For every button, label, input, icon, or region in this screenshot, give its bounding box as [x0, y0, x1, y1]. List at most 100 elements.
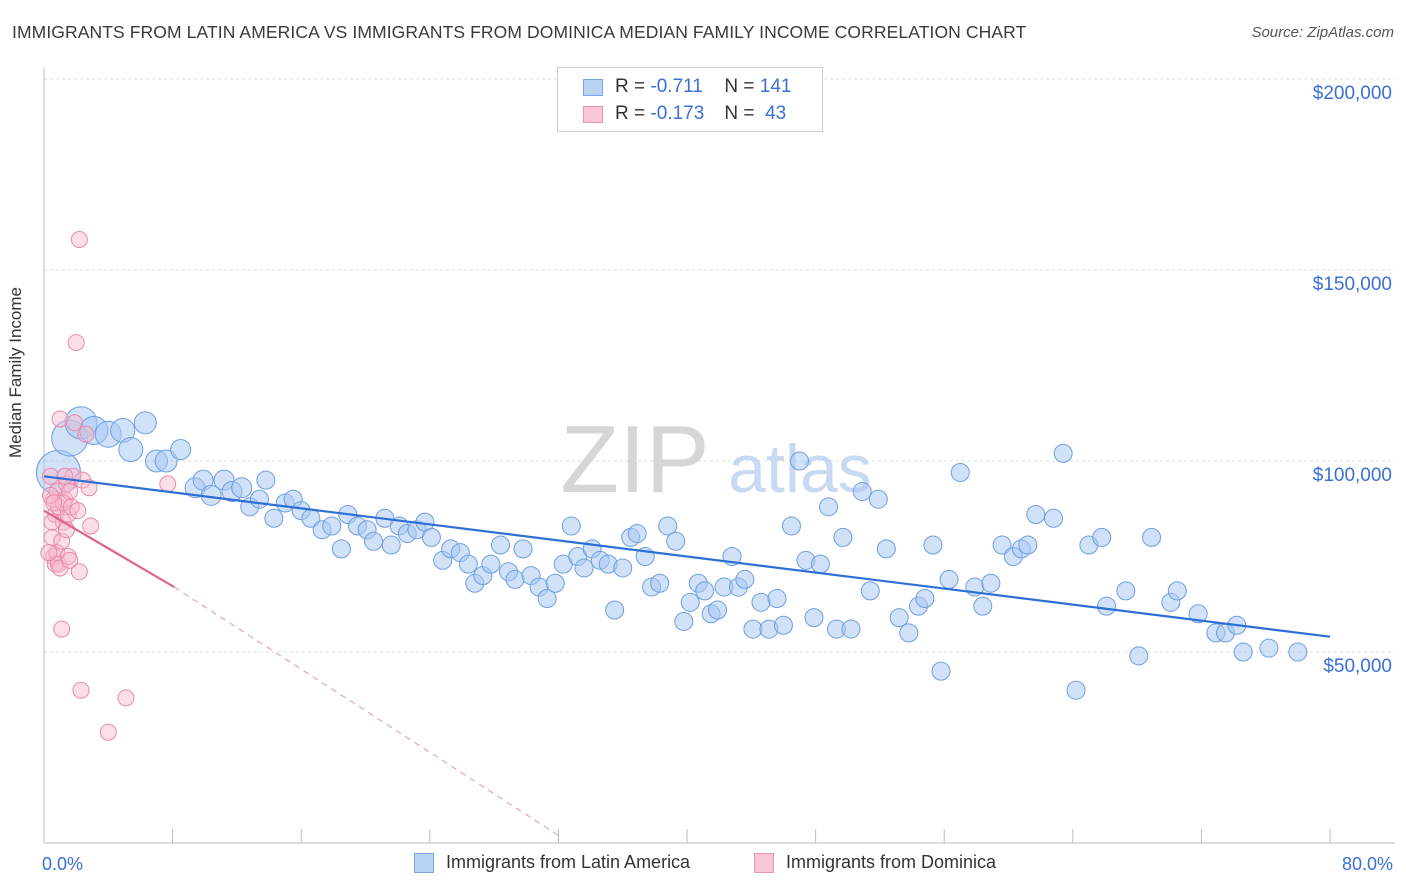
data-point-dominica: [67, 334, 85, 352]
data-point-dominica: [72, 681, 90, 699]
data-point-latin-america: [627, 524, 647, 544]
axes: [43, 68, 1395, 844]
data-point-dominica: [40, 544, 58, 562]
data-point-latin-america: [1129, 646, 1149, 666]
x-tick-label: 0.0%: [42, 854, 83, 874]
data-point-latin-america: [1142, 527, 1162, 547]
data-point-latin-america: [931, 661, 951, 681]
data-point-latin-america: [545, 573, 565, 593]
data-point-latin-america: [767, 589, 787, 609]
data-point-latin-america: [1288, 642, 1308, 662]
data-point-latin-america: [1026, 504, 1046, 524]
data-point-latin-america: [674, 611, 694, 631]
data-point-dominica: [82, 517, 100, 535]
legend-n-value: 141: [759, 76, 792, 97]
data-point-latin-america: [743, 619, 763, 639]
watermark-zip: ZIP: [560, 406, 709, 513]
data-point-latin-america: [154, 449, 178, 473]
data-point-dominica: [56, 467, 74, 485]
data-point-latin-america: [256, 470, 276, 490]
data-point-latin-america: [458, 554, 478, 574]
data-point-latin-america: [973, 596, 993, 616]
series-legend: Immigrants from Latin America Immigrants…: [0, 852, 1406, 876]
data-point-latin-america: [1259, 638, 1279, 658]
y-tick-label: $100,000: [1313, 465, 1392, 486]
data-point-latin-america: [481, 554, 501, 574]
data-point-latin-america: [680, 592, 700, 612]
data-point-latin-america: [773, 615, 793, 635]
data-point-latin-america: [781, 516, 801, 536]
data-point-latin-america: [264, 508, 284, 528]
data-point-latin-america: [331, 539, 351, 559]
data-point-dominica: [53, 620, 71, 638]
legend-row-dominica: R = -0.173 N = 43: [583, 102, 786, 126]
grid-lines: [44, 78, 1395, 653]
legend-n-label: N =: [724, 103, 755, 124]
data-point-latin-america: [915, 589, 935, 609]
data-point-latin-america: [992, 535, 1012, 555]
chart-title: IMMIGRANTS FROM LATIN AMERICA VS IMMIGRA…: [12, 22, 1027, 42]
data-point-latin-america: [876, 539, 896, 559]
data-point-latin-america: [613, 558, 633, 578]
data-point-latin-america: [735, 569, 755, 589]
data-point-latin-america: [1097, 596, 1117, 616]
y-tick-label: $200,000: [1313, 83, 1392, 104]
data-point-latin-america: [852, 482, 872, 502]
legend-swatch-pink: [754, 852, 774, 873]
data-point-latin-america: [860, 581, 880, 601]
data-point-latin-america: [1044, 508, 1064, 528]
data-point-latin-america: [810, 554, 830, 574]
data-point-latin-america: [249, 489, 269, 509]
data-point-latin-america: [1188, 604, 1208, 624]
data-point-dominica: [99, 723, 117, 741]
data-point-latin-america: [1116, 581, 1136, 601]
data-point-dominica: [61, 551, 79, 569]
data-point-latin-america: [505, 569, 525, 589]
data-point-latin-america: [561, 516, 581, 536]
trend-lines: [43, 475, 1331, 836]
series-dominica: [40, 230, 177, 741]
trendline-dominica: [43, 509, 175, 589]
data-point-latin-america: [650, 573, 670, 593]
data-point-latin-america: [1053, 443, 1073, 463]
legend-r-label: R =: [615, 103, 646, 124]
correlation-legend: R = -0.711 N = 141 R = -0.173 N = 43: [557, 67, 823, 132]
legend-n-label: N =: [724, 76, 755, 97]
legend-label-dominica: Immigrants from Dominica: [786, 852, 997, 872]
data-point-latin-america: [1233, 642, 1253, 662]
data-point-dominica: [117, 689, 135, 707]
legend-item-latin-america: Immigrants from Latin America: [414, 852, 690, 873]
legend-label-latin-america: Immigrants from Latin America: [446, 852, 691, 872]
data-point-dominica: [51, 410, 69, 428]
data-point-latin-america: [1167, 581, 1187, 601]
data-point-latin-america: [695, 581, 715, 601]
data-point-dominica: [80, 479, 98, 497]
data-point-dominica: [66, 414, 84, 432]
data-point-latin-america: [574, 558, 594, 578]
y-tick-label: $50,000: [1323, 656, 1392, 677]
data-point-dominica: [77, 425, 95, 443]
data-point-latin-america: [981, 573, 1001, 593]
data-point-latin-america: [708, 600, 728, 620]
data-point-dominica: [159, 475, 177, 493]
legend-swatch-pink: [583, 105, 603, 123]
data-point-latin-america: [170, 439, 192, 461]
data-point-latin-america: [421, 527, 441, 547]
data-point-latin-america: [804, 608, 824, 628]
data-point-latin-america: [491, 535, 511, 555]
data-point-latin-america: [751, 592, 771, 612]
data-point-latin-america: [939, 569, 959, 589]
legend-row-latin-america: R = -0.711 N = 141: [583, 75, 791, 99]
data-point-latin-america: [868, 489, 888, 509]
data-point-latin-america: [1018, 535, 1038, 555]
data-point-latin-america: [513, 539, 533, 559]
legend-r-value: -0.173: [650, 103, 705, 124]
data-point-latin-america: [1092, 527, 1112, 547]
data-point-latin-america: [833, 527, 853, 547]
data-point-latin-america: [950, 462, 970, 482]
data-point-dominica: [45, 494, 63, 512]
legend-r-value: -0.711: [650, 76, 703, 97]
data-point-latin-america: [899, 623, 919, 643]
legend-n-value: 43: [765, 103, 787, 124]
